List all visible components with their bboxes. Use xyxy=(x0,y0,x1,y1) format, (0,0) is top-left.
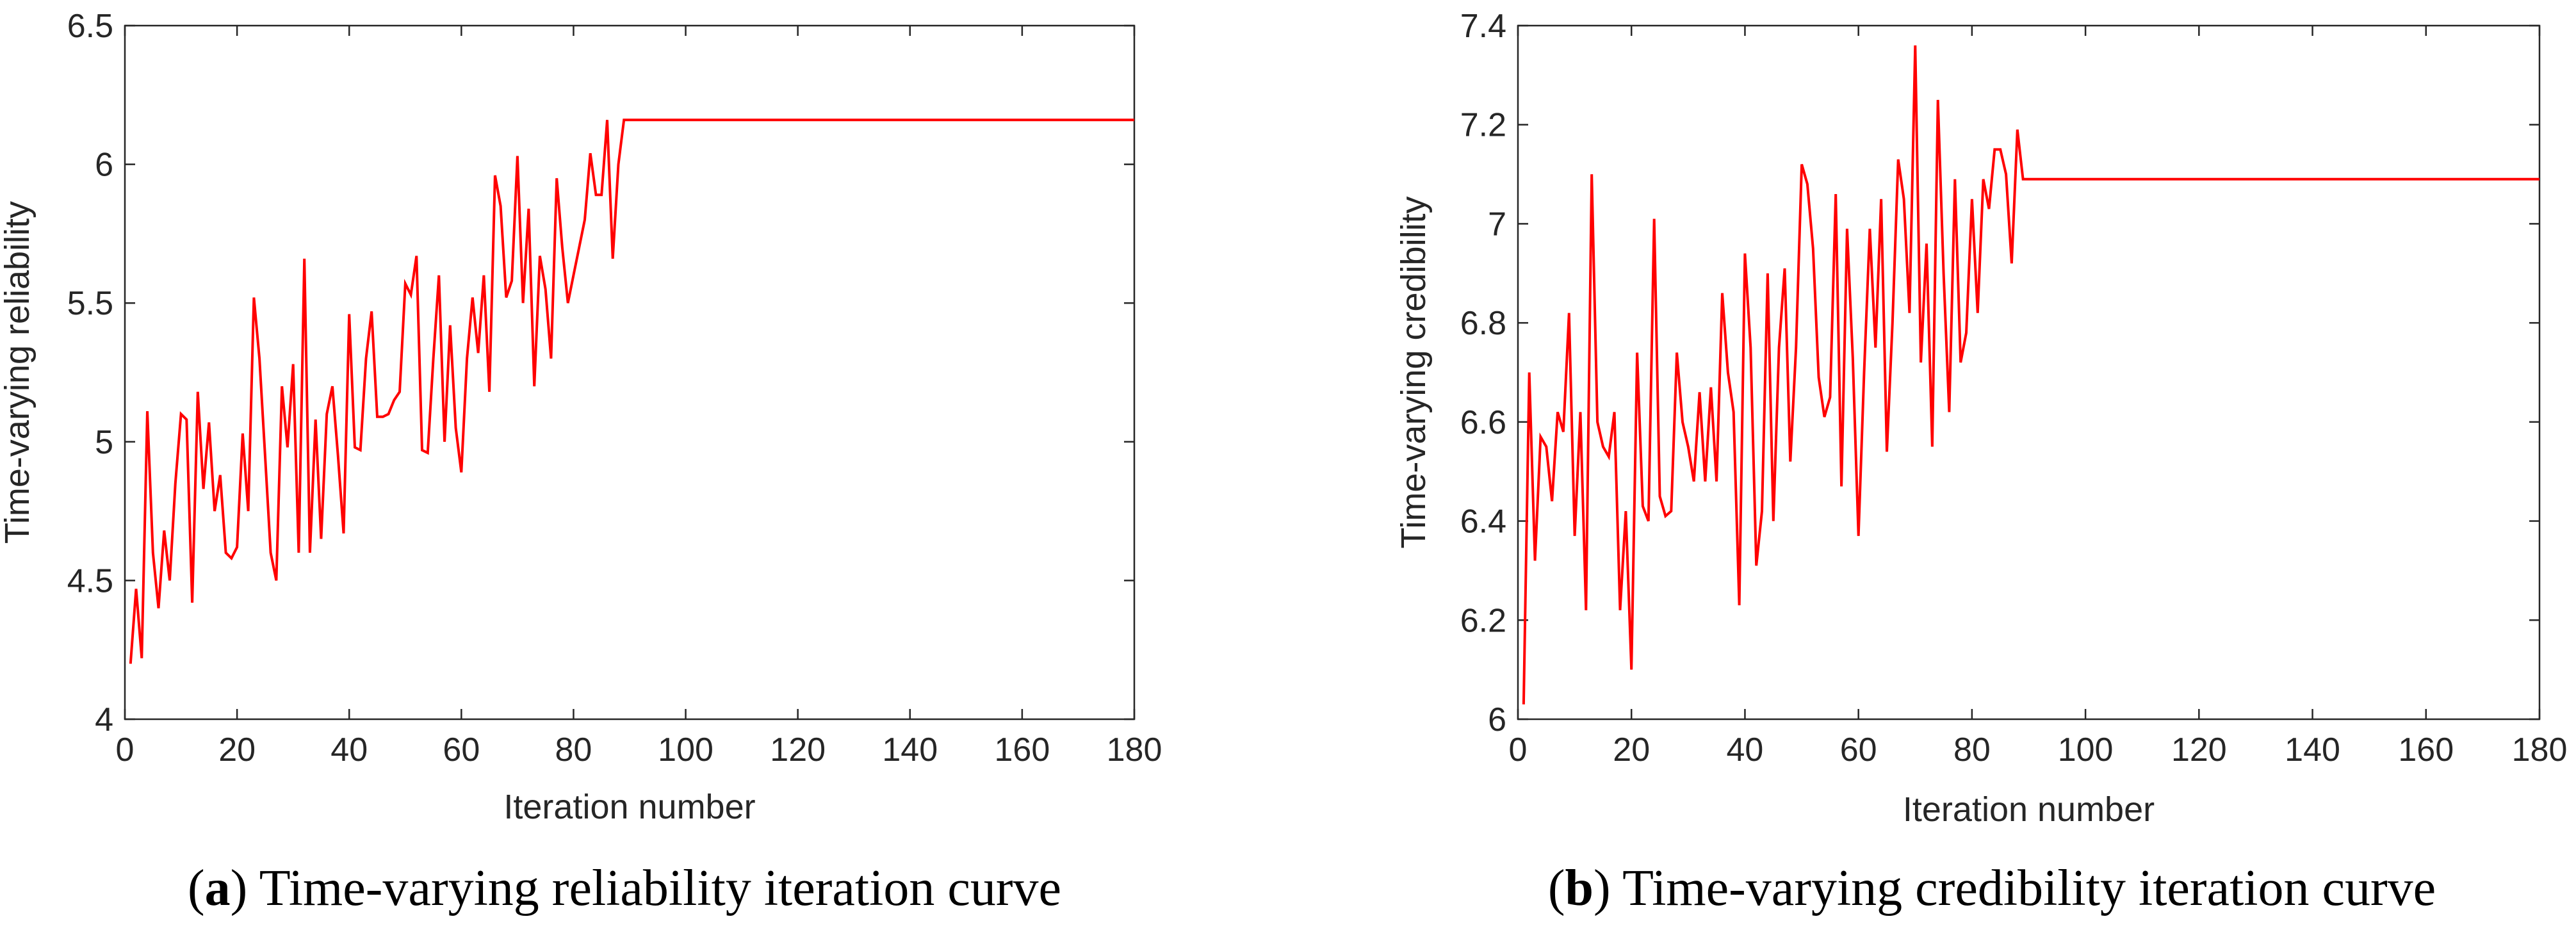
panel-b-y-tick-label: 6.2 xyxy=(1460,602,1506,639)
panel-a-y-tick-label: 6 xyxy=(95,147,113,184)
panel-b-x-tick-label: 40 xyxy=(1727,731,1764,769)
panel-b-y-tick-label: 6.6 xyxy=(1460,404,1506,441)
panel-a-x-tick-label: 100 xyxy=(658,731,713,769)
panel-b-caption: (b) Time-varying credibility iteration c… xyxy=(1548,860,2436,916)
panel-a-y-tick-label: 6.5 xyxy=(67,8,113,45)
panel-a-y-tick-label: 4 xyxy=(95,701,113,738)
panel-b-caption-open: ( xyxy=(1548,860,1565,916)
panel-b-x-tick-label: 180 xyxy=(2512,731,2568,769)
panel-b-y-tick-label: 6 xyxy=(1488,701,1506,738)
panel-a-y-axis-label: Time-varying reliability xyxy=(0,201,37,544)
panel-b-caption-text: ) Time-varying credibility iteration cur… xyxy=(1594,860,2436,916)
panel-b-chart: 0 20 40 60 80 100 120 140 160 180 6 6.2 6.4 6.6 6.8 7 7.… xyxy=(1394,8,2567,829)
panel-a-x-tick-label: 180 xyxy=(1107,731,1162,769)
panel-b-x-axis-label: Iteration number xyxy=(1903,790,2155,829)
panel-a-y-tick-label: 5 xyxy=(95,424,113,461)
panel-a-x-tick-label: 140 xyxy=(882,731,938,769)
panel-b-series-line xyxy=(1522,45,2539,704)
panel-b-caption-letter: b xyxy=(1565,860,1594,916)
panel-a-x-tick-label: 0 xyxy=(116,731,135,769)
panel-a-plot-frame xyxy=(124,24,1136,720)
panel-b-x-tick-label: 80 xyxy=(1953,731,1991,769)
panel-b-y-tick-label: 7.4 xyxy=(1460,8,1506,45)
panel-a-x-tick-label: 20 xyxy=(218,731,256,769)
panel-b-x-tick-label: 160 xyxy=(2398,731,2454,769)
panel-a-chart: 0 20 40 60 80 100 120 140 160 180 4 4.5 5 5.5 6 6.5 Iter… xyxy=(0,8,1162,826)
panel-a-x-tick-label: 80 xyxy=(555,731,592,769)
panel-a-x-tick-label: 160 xyxy=(995,731,1050,769)
panel-b-x-tick-label: 0 xyxy=(1509,731,1528,769)
panel-a-x-tick-label: 120 xyxy=(770,731,826,769)
panel-a-caption-open: ( xyxy=(188,860,205,916)
panel-a-x-axis-label: Iteration number xyxy=(503,788,755,826)
panel-b-x-tick-label: 60 xyxy=(1840,731,1877,769)
panel-b-x-tick-label: 20 xyxy=(1613,731,1650,769)
panel-b-x-tick-label: 100 xyxy=(2058,731,2114,769)
panel-a-series-line xyxy=(129,118,1134,664)
panel-a-caption-letter: a xyxy=(205,860,231,916)
panel-b-x-tick-label: 120 xyxy=(2171,731,2227,769)
panel-b-y-axis-label: Time-varying credibility xyxy=(1394,196,1433,548)
panel-b-y-tick-label: 7 xyxy=(1488,206,1506,243)
panel-a-caption-text: ) Time-varying reliability iteration cur… xyxy=(231,860,1061,916)
panel-b-y-tick-label: 7.2 xyxy=(1460,107,1506,144)
panel-b-x-tick-label: 140 xyxy=(2285,731,2340,769)
panel-a-y-tick-label: 5.5 xyxy=(67,285,113,322)
panel-b-y-tick-label: 6.4 xyxy=(1460,503,1506,541)
panel-a-y-tick-label: 4.5 xyxy=(67,562,113,599)
panel-a-x-tick-label: 60 xyxy=(443,731,480,769)
panel-a-x-tick-label: 40 xyxy=(330,731,368,769)
panel-a-caption: (a) Time-varying reliability iteration c… xyxy=(188,860,1061,916)
panel-b-y-tick-label: 6.8 xyxy=(1460,305,1506,342)
panel-b-plot-frame xyxy=(1517,24,2541,720)
